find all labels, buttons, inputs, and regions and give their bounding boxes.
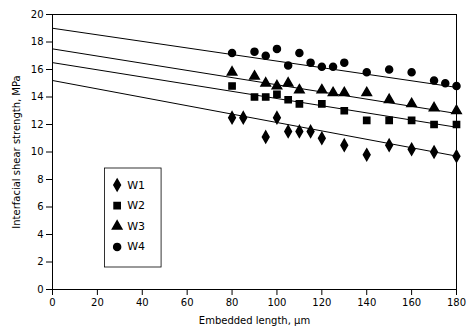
- svg-text:0: 0: [49, 297, 55, 308]
- svg-text:8: 8: [37, 174, 43, 185]
- svg-text:Interfacial shear strength, MP: Interfacial shear strength, MPa: [11, 75, 22, 228]
- svg-text:Embedded length, μm: Embedded length, μm: [199, 315, 310, 326]
- svg-text:4: 4: [37, 229, 43, 240]
- svg-text:20: 20: [91, 297, 104, 308]
- svg-text:2: 2: [37, 256, 43, 267]
- svg-text:10: 10: [31, 146, 44, 157]
- svg-text:40: 40: [136, 297, 149, 308]
- svg-text:20: 20: [31, 9, 44, 20]
- svg-text:100: 100: [267, 297, 286, 308]
- svg-text:160: 160: [402, 297, 421, 308]
- svg-text:W1: W1: [127, 179, 145, 192]
- svg-text:140: 140: [357, 297, 376, 308]
- svg-text:18: 18: [31, 36, 44, 47]
- svg-text:80: 80: [226, 297, 239, 308]
- svg-text:W4: W4: [127, 240, 145, 253]
- svg-text:6: 6: [37, 201, 43, 212]
- svg-text:0: 0: [37, 284, 43, 295]
- svg-text:180: 180: [447, 297, 466, 308]
- svg-text:60: 60: [181, 297, 194, 308]
- svg-text:120: 120: [312, 297, 331, 308]
- svg-text:12: 12: [31, 119, 44, 130]
- svg-text:W2: W2: [127, 199, 145, 212]
- svg-text:W3: W3: [127, 220, 145, 233]
- svg-text:14: 14: [31, 91, 44, 102]
- svg-text:16: 16: [31, 64, 44, 75]
